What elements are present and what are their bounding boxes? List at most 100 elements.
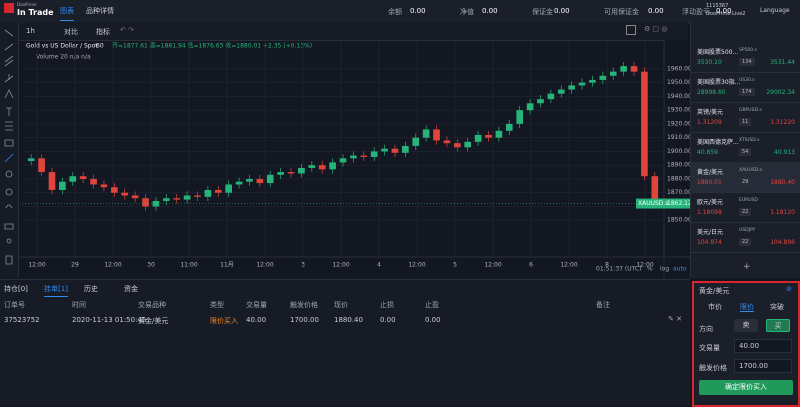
- fullscreen-icon[interactable]: [626, 25, 636, 35]
- language[interactable]: Language: [760, 7, 790, 14]
- candle-body: [433, 129, 440, 141]
- candle-body: [142, 198, 149, 207]
- orders-tab[interactable]: 资金: [124, 285, 138, 293]
- watch-row[interactable]: 黄金/美元 XAUUSD.s 1880.01 29 1880.40: [691, 162, 800, 193]
- candle-body: [495, 130, 503, 138]
- stat-value: 0.00: [482, 7, 498, 15]
- stat-label: 浮动盈亏: [682, 8, 710, 16]
- drawing-toolbar: [0, 22, 19, 278]
- symbol-code: USDJPY: [739, 228, 756, 233]
- candle-body: [194, 195, 201, 197]
- candle-body: [422, 129, 430, 138]
- candle-body: [578, 82, 586, 86]
- volume-label: 交易量: [699, 344, 720, 352]
- spread: 11: [739, 118, 752, 126]
- logo-icon: [4, 3, 14, 13]
- x-tick-label: 12:00: [484, 262, 501, 269]
- orders-tab[interactable]: 持仓[0]: [4, 285, 28, 293]
- volume-input[interactable]: 40.00: [734, 339, 792, 353]
- stat-label: 可用保证金: [604, 8, 639, 16]
- watch-row[interactable]: 美国股票30指... US30.s 28998.60 174 29002.34: [691, 72, 800, 103]
- watch-row[interactable]: 美国西德克萨... XTIUSD.s 40.859 54 40.913: [691, 132, 800, 163]
- candle-body: [131, 195, 139, 199]
- x-tick-label: 12:00: [332, 262, 349, 269]
- column-header: 交易品种: [138, 301, 166, 309]
- y-tick-label: 1900.00: [667, 148, 690, 155]
- candle-body: [391, 148, 399, 153]
- ask: 104.896: [770, 239, 795, 246]
- compare[interactable]: 对比: [64, 28, 78, 36]
- orders-tab[interactable]: 历史: [84, 285, 98, 293]
- submit-button[interactable]: 确定限价买入: [699, 380, 793, 395]
- candle-body: [162, 198, 170, 201]
- symbol-name: 黄金/美元: [697, 169, 724, 176]
- add-symbol[interactable]: +: [743, 262, 751, 272]
- stat-value: 0.00: [410, 7, 426, 15]
- close-icon[interactable]: ⊘: [786, 285, 792, 293]
- trigger-input[interactable]: 1700.00: [734, 359, 792, 373]
- account: 1115367: [706, 3, 729, 9]
- bid: 1.31209: [697, 119, 722, 126]
- stat-value: 0.00: [716, 7, 732, 15]
- candle-body: [339, 158, 347, 163]
- candle-body: [59, 181, 66, 190]
- symbol-code: US30.s: [739, 78, 755, 83]
- indicators[interactable]: 指标: [96, 28, 110, 36]
- order-tab[interactable]: 市价: [708, 303, 722, 311]
- column-header: 时间: [72, 301, 86, 309]
- scale-option[interactable]: auto: [673, 266, 687, 273]
- symbol-name: 美国股票30指...: [697, 79, 741, 86]
- stat-value: 0.00: [554, 7, 570, 15]
- candle-body: [402, 145, 409, 153]
- order-tab[interactable]: 限价: [740, 303, 754, 311]
- order-tab[interactable]: 突破: [770, 303, 784, 311]
- watch-row[interactable]: 美国股票500... SP500.s 3530.10 134 3531.44: [691, 42, 800, 73]
- cell: 1880.40: [334, 316, 363, 324]
- candle-body: [443, 140, 451, 144]
- spread: 54: [739, 148, 752, 156]
- interval[interactable]: 1h: [26, 27, 35, 35]
- watch-row[interactable]: 欧元/美元 EURUSD 1.18098 22 1.18120: [691, 192, 800, 223]
- ask: 29002.34: [766, 89, 795, 96]
- column-header: 止损: [380, 301, 394, 309]
- row-actions[interactable]: ✎ ✕: [668, 315, 682, 323]
- bid: 104.874: [697, 239, 722, 246]
- candle-body: [111, 187, 118, 193]
- candle-body: [235, 181, 243, 185]
- symbol-code: XTIUSD.s: [739, 138, 760, 143]
- column-header: 现价: [334, 301, 348, 309]
- sell-button[interactable]: 卖: [734, 319, 758, 332]
- candle-body: [474, 134, 482, 142]
- scale-option[interactable]: %: [647, 266, 653, 273]
- watch-row[interactable]: 美元/日元 USDJPY 104.874 22 104.896: [691, 222, 800, 253]
- y-tick-label: 1870.00: [667, 189, 690, 196]
- stat-label: 余额: [388, 8, 402, 16]
- scale-option[interactable]: log: [660, 266, 669, 273]
- logo: In Trade: [17, 8, 54, 17]
- ask: 1880.40: [770, 179, 795, 186]
- tab[interactable]: 图表: [60, 6, 74, 21]
- tab-underline: [740, 311, 754, 312]
- settings-icon[interactable]: ⚙ ▢ ◎: [644, 25, 668, 33]
- stat-value: 0.00: [648, 7, 664, 15]
- y-tick-label: 1950.00: [667, 79, 690, 86]
- symbol-name: 美国股票500...: [697, 49, 739, 56]
- orders-tab[interactable]: 挂单[1]: [44, 284, 68, 297]
- order-panel: 黄金/美元 ⊘ 市价 限价 突破 方向 卖 买 交易量 40.00 触发价格 1…: [692, 281, 800, 407]
- y-tick-label: 1890.00: [667, 162, 690, 169]
- cell: 40.00: [246, 316, 267, 324]
- direction-label: 方向: [699, 325, 713, 333]
- chart-toolbar: 1h 对比 指标 ↶ ↷ ⚙ ▢ ◎: [18, 22, 688, 41]
- candle-body: [599, 75, 607, 80]
- candle-body: [214, 189, 222, 193]
- tool-icons: [4, 29, 14, 265]
- watch-row[interactable]: 英镑/美元 GBPUSD.s 1.31209 11 1.31220: [691, 102, 800, 133]
- candle-body: [90, 178, 97, 185]
- undo[interactable]: ↶ ↷: [120, 26, 134, 34]
- buy-button[interactable]: 买: [766, 319, 790, 332]
- candle-body: [318, 165, 326, 170]
- candle-body: [204, 189, 212, 197]
- x-tick-label: 4: [377, 262, 381, 269]
- x-tick-label: 11:00: [180, 262, 197, 269]
- tab[interactable]: 品种详情: [86, 7, 114, 15]
